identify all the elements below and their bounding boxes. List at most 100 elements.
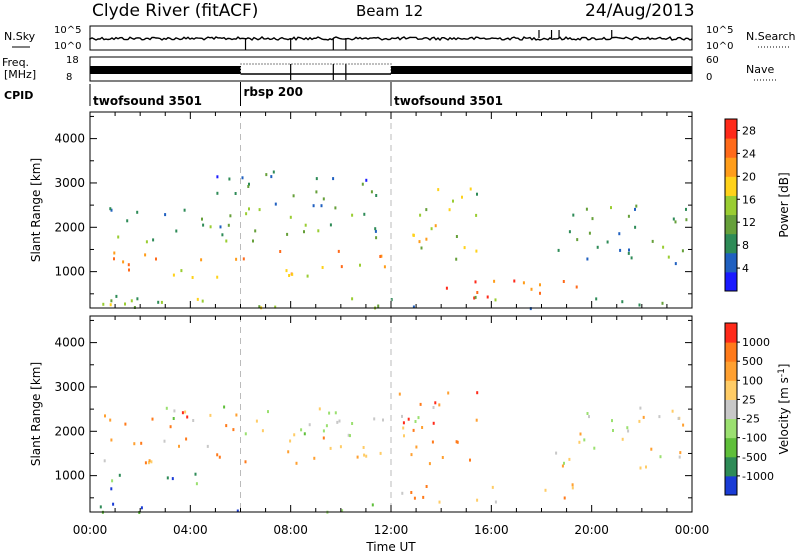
cpid-label: CPID — [4, 89, 33, 102]
scatter-pixel — [321, 266, 324, 269]
x-tick-label: 20:00 — [574, 523, 609, 537]
scatter-pixel — [659, 455, 662, 459]
scatter-pixel — [407, 417, 410, 421]
scatter-pixel — [401, 414, 403, 418]
scatter-pixel — [379, 451, 382, 455]
scatter-pixel — [126, 219, 129, 223]
scatter-pixel — [530, 287, 533, 291]
scatter-pixel — [351, 297, 354, 301]
scatter-pixel — [634, 225, 637, 229]
scatter-pixel — [493, 279, 496, 283]
colorbar-swatch — [725, 361, 737, 381]
scatter-pixel — [452, 199, 454, 203]
scatter-pixel — [338, 419, 341, 423]
colorbar-label: Power [dB] — [777, 172, 791, 237]
scatter-pixel — [328, 411, 331, 415]
scatter-pixel — [611, 419, 613, 423]
scatter-pixel — [113, 257, 115, 261]
scatter-pixel — [645, 465, 647, 469]
scatter-pixel — [563, 461, 565, 465]
scatter-pixel — [401, 491, 404, 495]
scatter-pixel — [571, 486, 574, 490]
scatter-pixel — [593, 446, 596, 450]
colorbar-swatch — [725, 342, 737, 362]
scatter-pixel — [124, 422, 127, 426]
colorbar-frame — [724, 118, 738, 292]
scatter-pixel — [279, 250, 282, 253]
scatter-pixel — [398, 392, 401, 396]
scatter-pixel — [186, 415, 189, 419]
y-tick-label: 2000 — [54, 220, 85, 234]
scatter-pixel — [248, 182, 250, 186]
scatter-pixel — [201, 217, 203, 221]
scatter-pixel — [412, 233, 415, 237]
colorbar-swatch — [725, 418, 737, 439]
y-tick-label: 3000 — [54, 380, 85, 394]
x-tick-label: 00:00 — [675, 523, 710, 537]
scatter-pixel — [402, 426, 405, 430]
nsky-right-tick-top: 10^5 — [706, 25, 733, 36]
date-label: 24/Aug/2013 — [585, 1, 695, 21]
scatter-pixel — [163, 439, 166, 443]
scatter-pixel — [461, 195, 463, 199]
scatter-pixel — [183, 208, 186, 212]
scatter-pixel — [412, 305, 415, 309]
freq-band — [90, 66, 241, 74]
scatter-pixel — [447, 391, 450, 395]
colorbar-swatch — [725, 176, 737, 196]
scatter-pixel — [148, 459, 151, 463]
nsky-trace — [89, 30, 693, 50]
scatter-pixel — [235, 257, 238, 261]
scatter-group — [99, 391, 685, 514]
scatter-pixel — [419, 213, 422, 217]
scatter-pixel — [325, 424, 328, 428]
freq-label: Freq. — [2, 56, 29, 69]
freq-left-tick-top: 18 — [66, 55, 79, 66]
scatter-pixel — [110, 299, 113, 303]
scatter-pixel — [127, 263, 130, 267]
scatter-pixel — [292, 194, 295, 198]
scatter-pixel — [382, 418, 384, 422]
scatter-pixel — [583, 438, 586, 442]
x-tick-label: 16:00 — [474, 523, 509, 537]
scatter-pixel — [403, 434, 405, 438]
scatter-pixel — [104, 414, 106, 418]
scatter-pixel — [306, 274, 309, 278]
scatter-pixel — [585, 207, 588, 211]
scatter-pixel — [596, 245, 599, 249]
x-axis: 00:00 04:00 08:00 12:00 16:00 20:00 00:00 — [73, 523, 710, 537]
scatter-pixel — [390, 298, 393, 302]
scatter-pixel — [412, 428, 415, 432]
scatter-pixel — [216, 191, 219, 195]
scatter-pixel — [513, 279, 516, 283]
colorbar-tick-label: -100 — [742, 432, 767, 445]
scatter-pixel — [365, 454, 368, 458]
scatter-pixel — [627, 214, 630, 218]
scatter-pixel — [242, 257, 245, 261]
scatter-pixel — [171, 477, 174, 481]
scatter-pixel — [332, 177, 335, 181]
scatter-pixel — [185, 437, 188, 441]
scatter-pixel — [557, 248, 560, 252]
scatter-pixel — [438, 403, 441, 407]
scatter-pixel — [286, 232, 289, 236]
scatter-pixel — [635, 204, 638, 208]
scatter-pixel — [113, 251, 116, 255]
scatter-pixel — [638, 303, 641, 307]
scatter-pixel — [322, 436, 325, 440]
nsky-right-tick-bottom: 10^0 — [706, 41, 733, 52]
scatter-pixel — [339, 445, 342, 449]
scatter-pixel — [651, 239, 654, 243]
scatter-pixel — [140, 506, 143, 510]
scatter-pixel — [432, 406, 435, 409]
colorbar-tick-label: 8 — [742, 239, 749, 252]
scatter-pixel — [315, 177, 318, 181]
scatter-pixel — [430, 227, 433, 231]
scatter-pixel — [110, 208, 113, 212]
scatter-pixel — [561, 464, 564, 468]
scatter-pixel — [375, 236, 378, 240]
colorbar-swatch — [725, 456, 737, 477]
nsearch-label: N.Search — [746, 30, 796, 43]
